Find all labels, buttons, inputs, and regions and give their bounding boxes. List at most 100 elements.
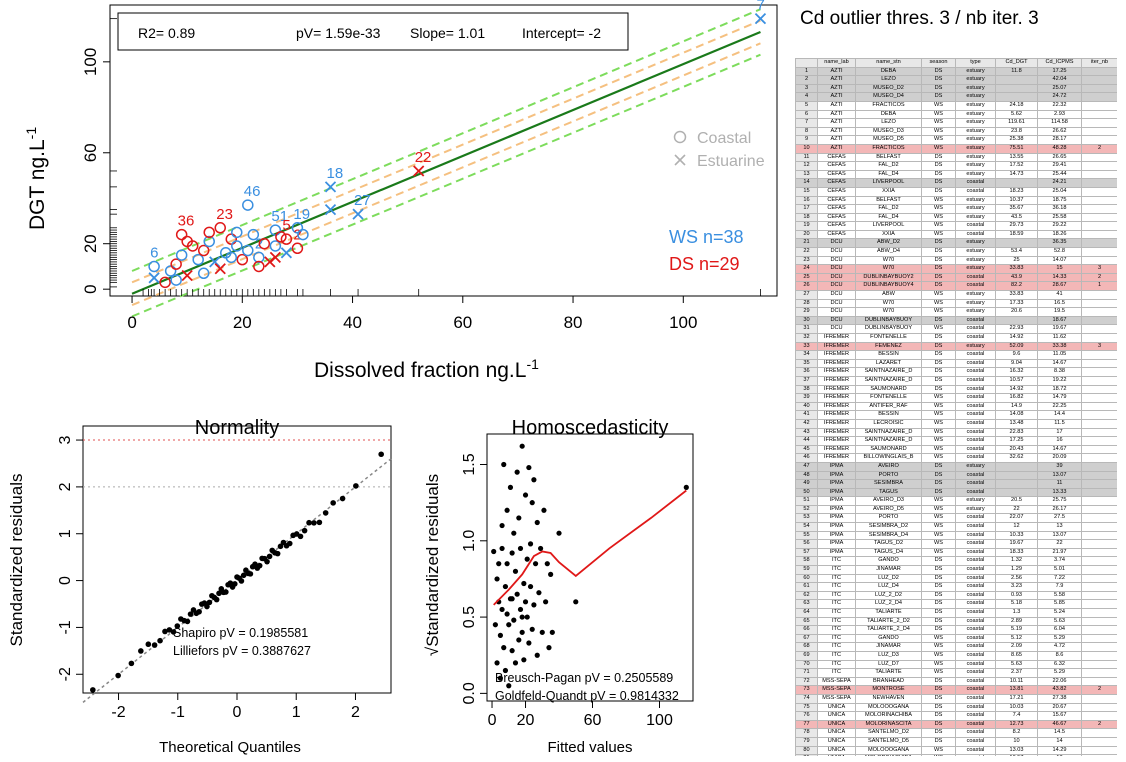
table-cell bbox=[1081, 410, 1117, 420]
table-cell: 6.32 bbox=[1037, 659, 1082, 670]
table-cell: 21.97 bbox=[1037, 547, 1082, 558]
data-point-estuarine bbox=[148, 272, 160, 284]
legend: Coastal Estuarine bbox=[673, 130, 765, 170]
table-row: 28 DCU W70 WS estuary 17.33 16.5 bbox=[795, 298, 1117, 309]
table-cell: 13 bbox=[1037, 522, 1082, 532]
table-cell: 2 bbox=[1081, 719, 1117, 730]
qq-point bbox=[196, 608, 202, 615]
table-cell: coastal bbox=[955, 393, 996, 403]
table-cell: DS bbox=[921, 333, 956, 343]
table-cell: 51 bbox=[795, 496, 818, 506]
table-cell: 10.11 bbox=[995, 676, 1038, 687]
homoscedasticity-point bbox=[519, 443, 525, 449]
qq-point bbox=[240, 572, 247, 579]
table-row: 9 AZTI MUSEO_D5 WS estuary 25.38 28.17 bbox=[795, 135, 1117, 145]
table-cell bbox=[1081, 556, 1117, 567]
table-cell: FONTENELLE bbox=[855, 333, 922, 343]
table-row: 51 IPMA AVEIRO_D3 WS estuary 20.5 25.75 bbox=[795, 496, 1117, 506]
table-cell: coastal bbox=[955, 616, 996, 627]
table-header-cell: Cd_ICPMS bbox=[1037, 58, 1082, 68]
table-row: 80 UNICA MOLOOOGANA WS coastal 13.03 14.29 bbox=[795, 745, 1117, 756]
table-cell: 35 bbox=[795, 358, 818, 369]
table-cell: 36.18 bbox=[1037, 204, 1082, 214]
table-cell bbox=[1081, 436, 1117, 446]
table-cell bbox=[1081, 92, 1117, 102]
table-cell: DS bbox=[921, 599, 956, 609]
x-tick-label: 20 bbox=[233, 313, 252, 332]
table-cell: 3.23 bbox=[995, 582, 1038, 592]
table-row: 2 AZTI LEZO DS estuary 42.04 bbox=[795, 75, 1117, 85]
y-tick-label: 0 bbox=[81, 284, 100, 293]
table-cell bbox=[995, 75, 1038, 85]
table-cell: 5.29 bbox=[1037, 668, 1082, 678]
table-cell: 28.67 bbox=[1037, 281, 1082, 292]
qq-point bbox=[322, 510, 329, 516]
table-cell: 25 bbox=[795, 272, 818, 283]
table-cell: AZTI bbox=[817, 75, 856, 85]
table-cell bbox=[1081, 513, 1117, 524]
table-cell: ITC bbox=[817, 599, 856, 609]
table-header-row: name_lab name_stn season type Cd_DGT Cd_ICPMS… bbox=[795, 58, 1117, 68]
table-cell bbox=[1081, 582, 1117, 592]
table-row: 53 IPMA PORTO WS coastal 22.07 27.5 bbox=[795, 513, 1117, 524]
table-cell: IFREMER bbox=[817, 453, 856, 463]
table-cell: 19.5 bbox=[1037, 307, 1082, 317]
table-cell: 26 bbox=[795, 281, 818, 292]
qq-point bbox=[145, 641, 152, 648]
table-cell: 44 bbox=[795, 436, 818, 446]
data-point-coastal bbox=[231, 240, 243, 252]
table-cell: DS bbox=[921, 247, 956, 257]
table-cell: IFREMER bbox=[817, 358, 856, 369]
table-cell: IFREMER bbox=[817, 375, 856, 386]
table-cell: 7.22 bbox=[1037, 573, 1082, 584]
table-row: 19 CEFAS LIVERPOOL WS coastal 29.73 29.22 bbox=[795, 221, 1117, 231]
goldfeld-quandt-annotation: Goldfeld-Quandt pV = 0.9814332 bbox=[495, 689, 679, 703]
table-cell: 12 bbox=[995, 522, 1038, 532]
table-cell: CEFAS bbox=[817, 204, 856, 214]
table-cell: 21 bbox=[795, 238, 818, 249]
table-cell: 15 bbox=[795, 186, 818, 197]
table-cell: coastal bbox=[955, 333, 996, 343]
table-cell: 19.67 bbox=[1037, 324, 1082, 334]
table-cell: SAINTNAZAIRE_D bbox=[855, 427, 922, 438]
hs-x-tick-label: 20 bbox=[517, 712, 535, 729]
table-cell: IFREMER bbox=[817, 341, 856, 352]
table-cell bbox=[1081, 315, 1117, 326]
table-cell: ITC bbox=[817, 625, 856, 635]
table-cell: 43.5 bbox=[995, 212, 1038, 223]
table-cell: AZTI bbox=[817, 118, 856, 128]
table-cell: DS bbox=[921, 711, 956, 721]
table-cell bbox=[1081, 453, 1117, 463]
table-row: 24 DCU W70 DS estuary 33.83 15 3 bbox=[795, 264, 1117, 274]
table-cell: WS bbox=[921, 221, 956, 231]
table-cell: 14.08 bbox=[995, 410, 1038, 420]
table-cell: WS bbox=[921, 633, 956, 644]
data-point-coastal bbox=[148, 260, 160, 273]
table-cell: 27.5 bbox=[1037, 513, 1082, 524]
data-point-label: 46 bbox=[244, 183, 261, 200]
table-cell: 24 bbox=[795, 264, 818, 274]
table-cell: 43 bbox=[795, 427, 818, 438]
data-point-coastal bbox=[225, 233, 238, 245]
table-row: 17 CEFAS FAL_D2 WS estuary 35.67 36.18 bbox=[795, 204, 1117, 214]
normality-x-axis-label: Theoretical Quantiles bbox=[159, 739, 301, 756]
data-point-estuarine bbox=[280, 247, 293, 259]
table-cell bbox=[1081, 650, 1117, 661]
table-cell: coastal bbox=[955, 633, 996, 644]
table-cell: MONTROSE bbox=[855, 685, 922, 695]
table-cell: 19 bbox=[795, 221, 818, 231]
table-cell: WS bbox=[921, 453, 956, 463]
homoscedasticity-point bbox=[504, 507, 510, 513]
homoscedasticity-point bbox=[534, 519, 540, 526]
table-cell: 76 bbox=[795, 711, 818, 721]
table-cell: WS bbox=[921, 410, 956, 420]
table-cell: TAGUS bbox=[855, 487, 922, 498]
data-point-estuarine bbox=[214, 263, 226, 275]
table-cell: 13.81 bbox=[995, 685, 1038, 695]
data-point-estuarine bbox=[324, 203, 337, 216]
data-point-coastal bbox=[159, 276, 171, 289]
table-cell: SANTELMO_D2 bbox=[855, 728, 922, 738]
table-cell bbox=[1081, 247, 1117, 257]
table-cell: 25.38 bbox=[995, 135, 1038, 145]
